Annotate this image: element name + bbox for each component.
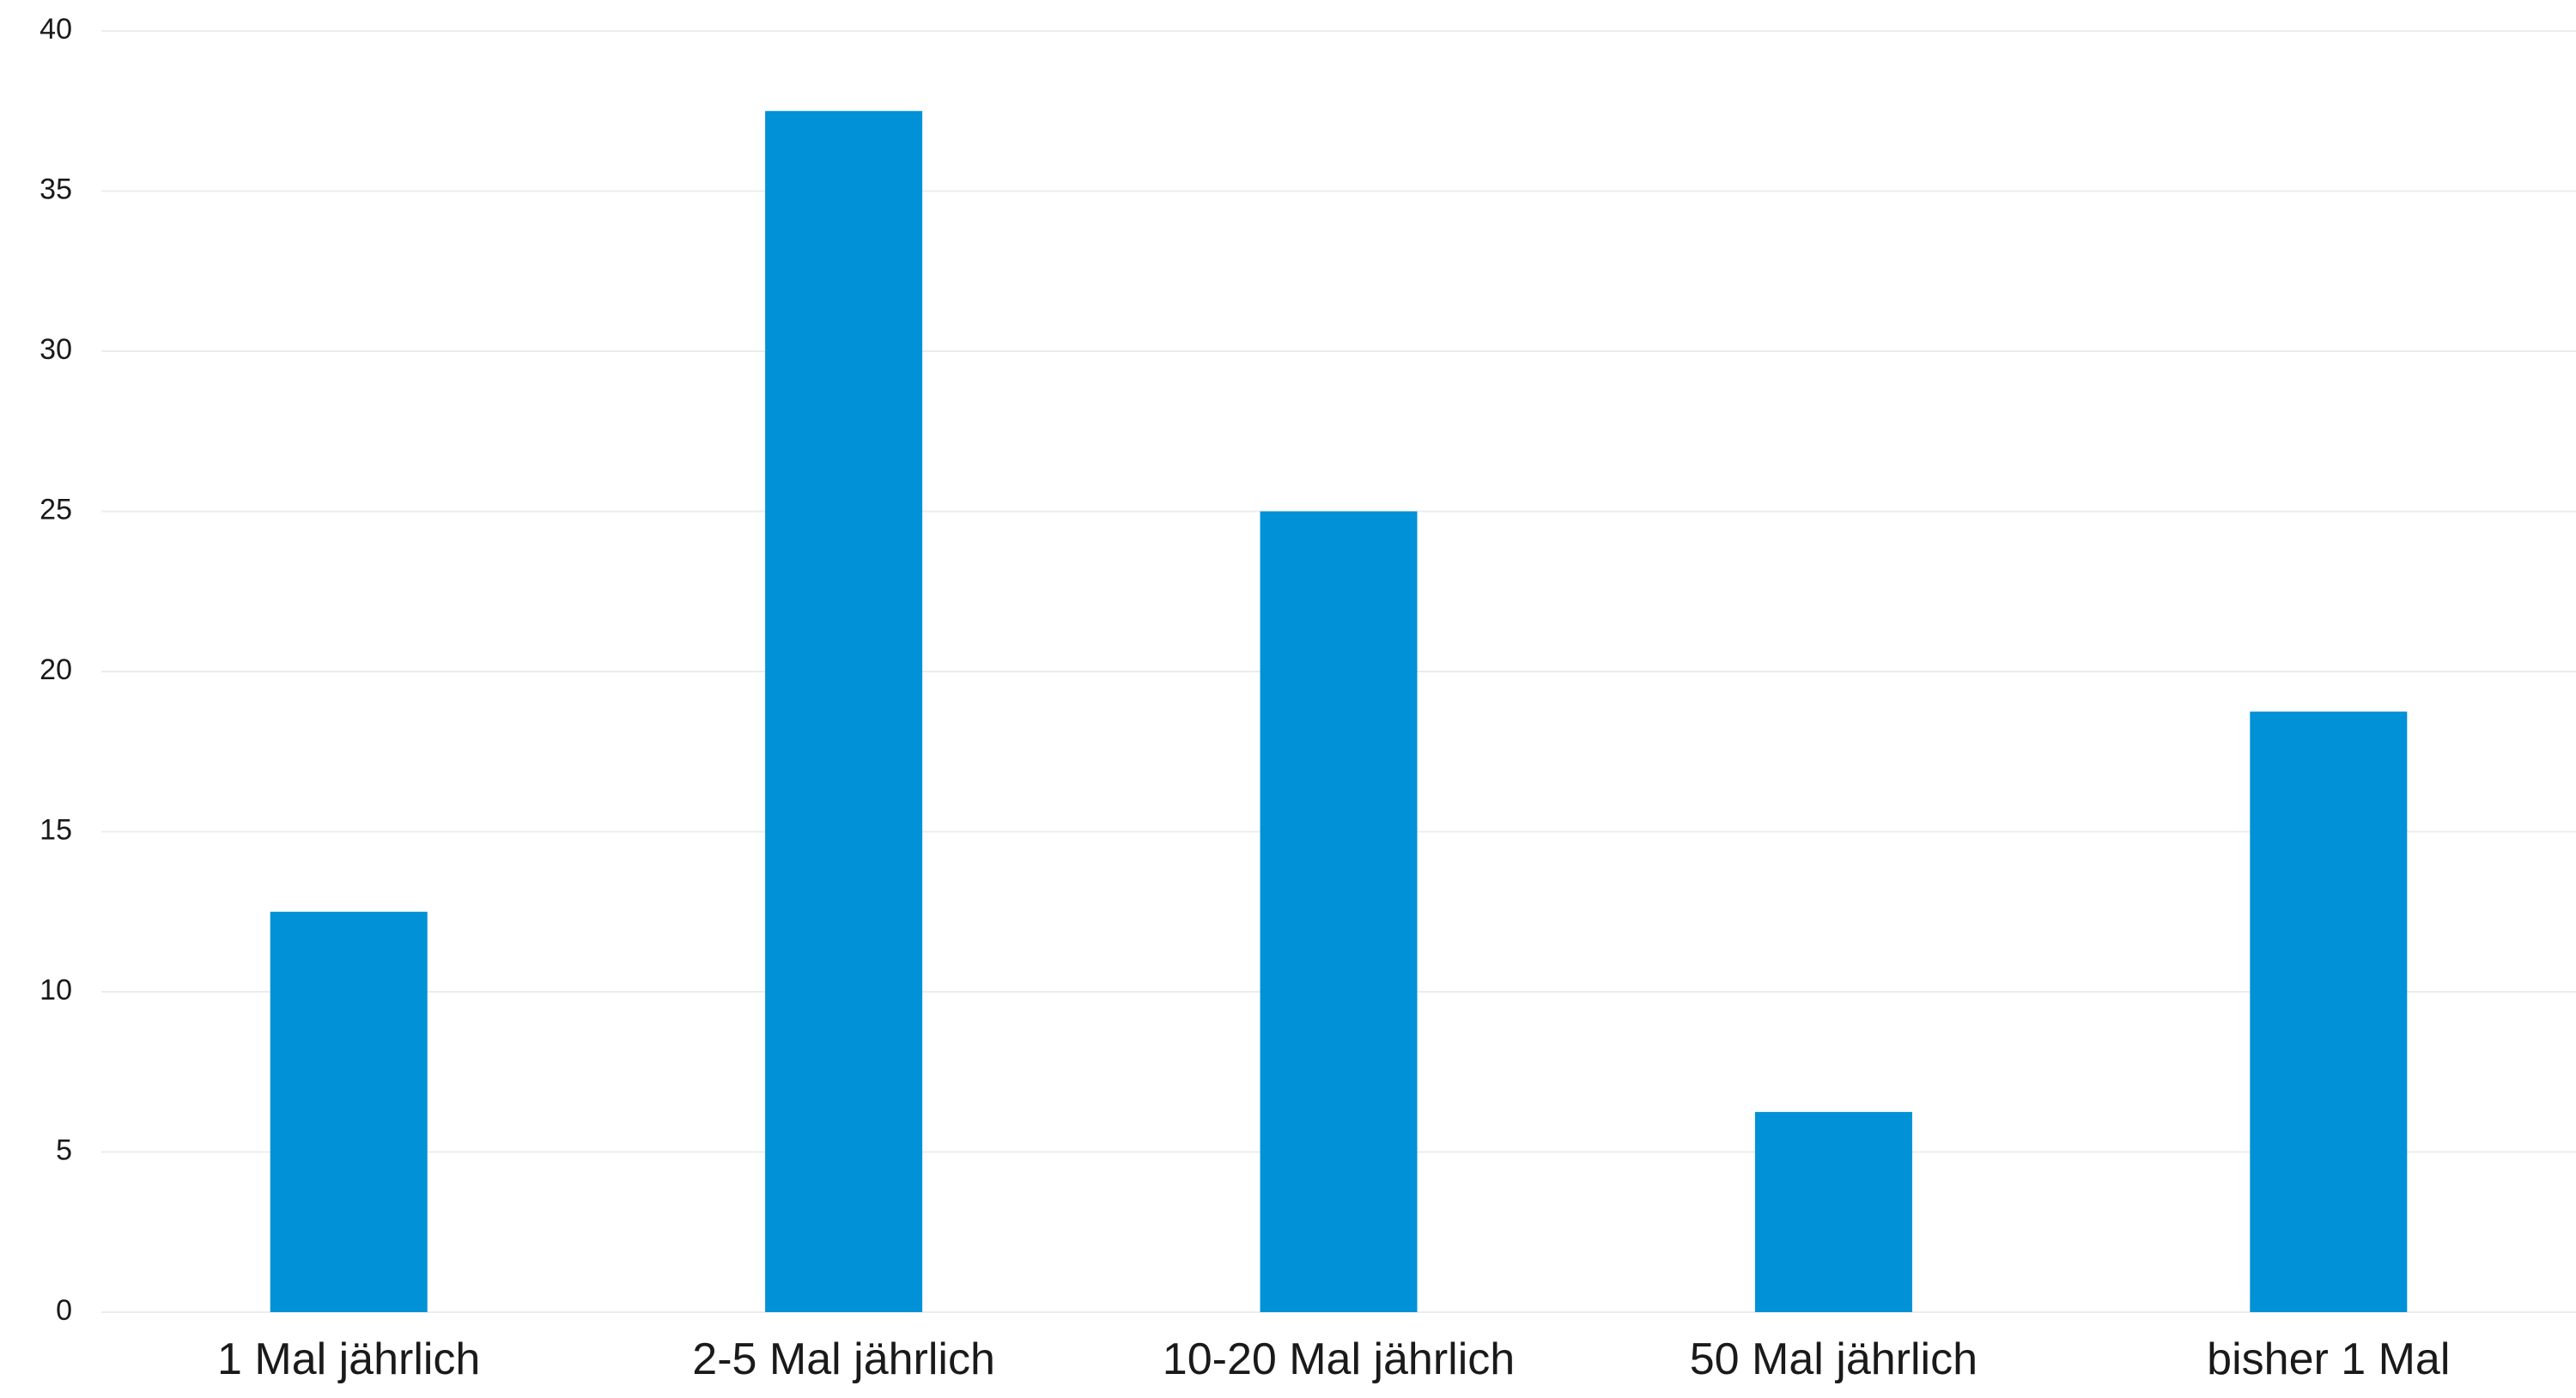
bar-1	[270, 911, 428, 1312]
y-tick-label: 0	[56, 1294, 72, 1327]
y-tick-label: 30	[39, 333, 72, 366]
x-tick-label: 2-5 Mal jährlich	[692, 1334, 995, 1384]
x-tick-label: bisher 1 Mal	[2207, 1334, 2450, 1384]
x-tick-label: 10-20 Mal jährlich	[1163, 1334, 1515, 1384]
y-axis-ticks: 0 5 10 15 20 25 30 35 40	[39, 13, 72, 1327]
x-axis-ticks: 1 Mal jährlich 2-5 Mal jährlich 10-20 Mal …	[217, 1334, 2450, 1384]
y-tick-label: 25	[39, 493, 72, 526]
y-tick-label: 5	[56, 1134, 72, 1166]
bar-3	[1260, 511, 1418, 1312]
bars	[270, 111, 2408, 1312]
y-tick-label: 40	[39, 13, 72, 46]
y-tick-label: 20	[39, 653, 72, 686]
y-tick-label: 10	[39, 974, 72, 1006]
bar-5	[2250, 711, 2408, 1312]
bar-4	[1754, 1111, 1912, 1312]
x-tick-label: 50 Mal jährlich	[1690, 1334, 1978, 1384]
x-tick-label: 1 Mal jährlich	[217, 1334, 480, 1384]
bar-2	[765, 111, 923, 1312]
y-tick-label: 35	[39, 173, 72, 205]
y-tick-label: 15	[39, 813, 72, 846]
